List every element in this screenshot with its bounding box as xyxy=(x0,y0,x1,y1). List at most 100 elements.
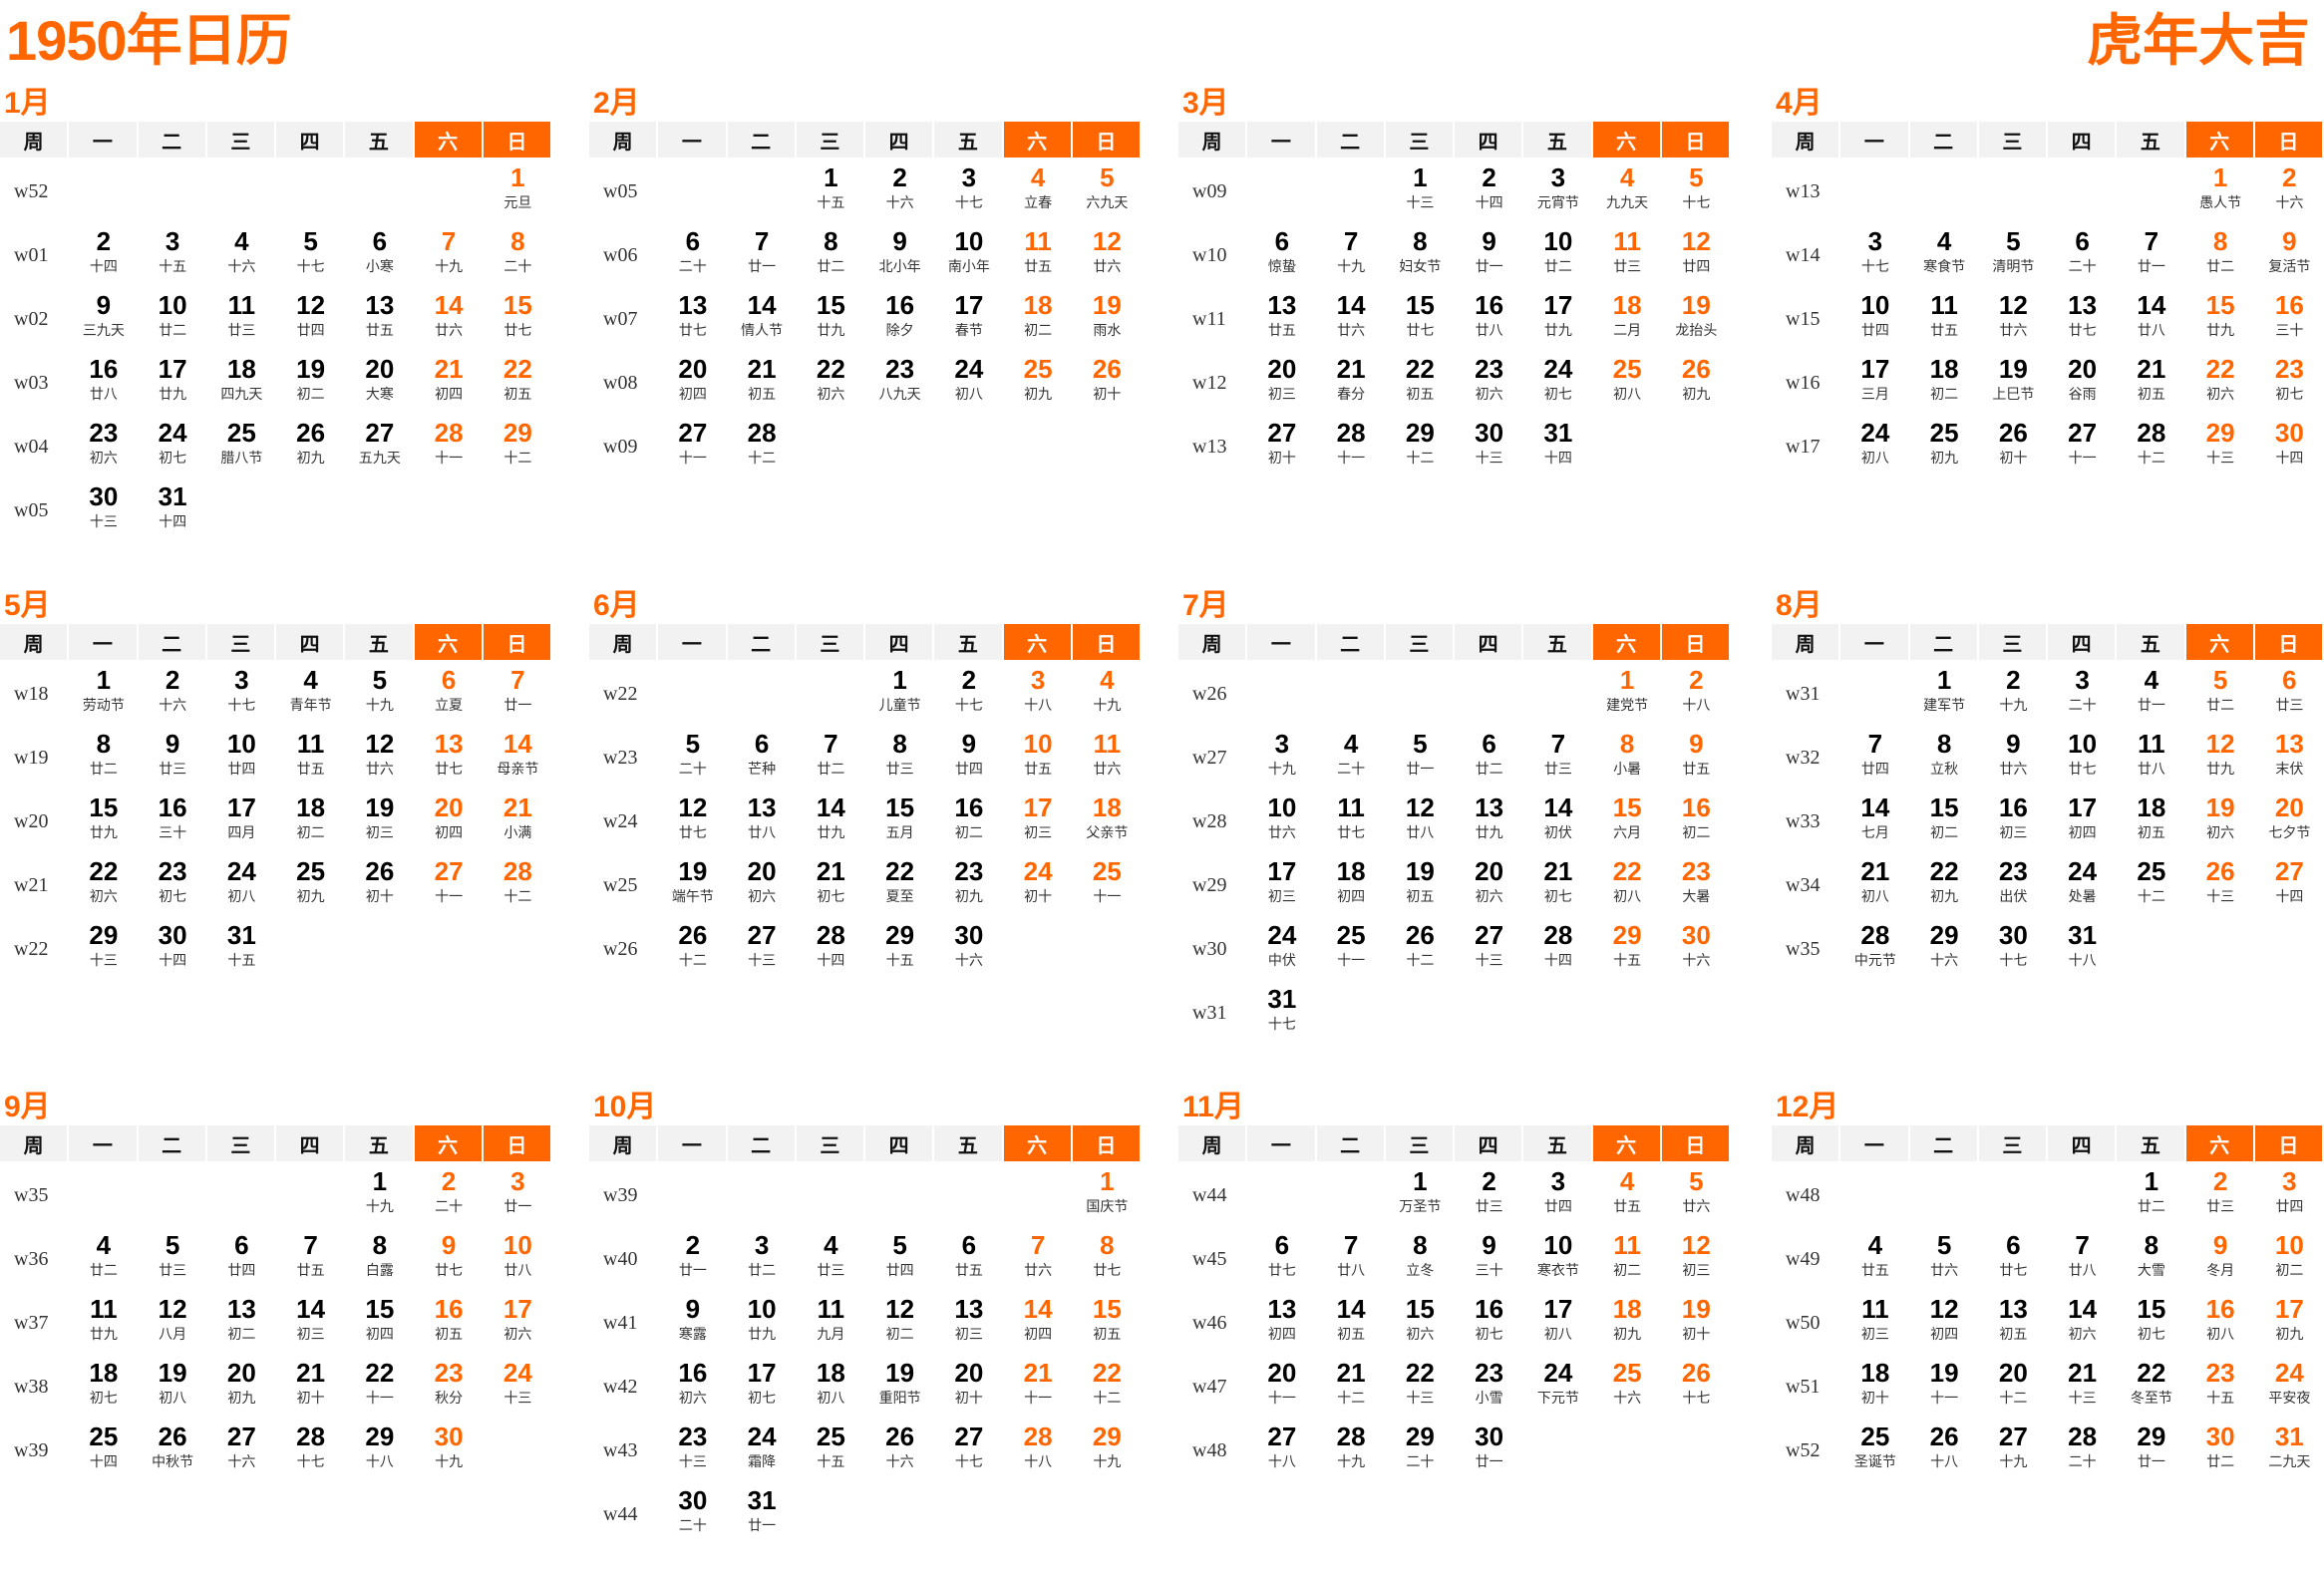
day-cell[interactable]: 25 圣诞节 xyxy=(1840,1419,1909,1482)
day-cell[interactable]: 12 廿四 xyxy=(1662,223,1731,287)
day-cell[interactable]: 29 廿一 xyxy=(2117,1419,2185,1482)
day-cell[interactable]: 31 十四 xyxy=(1523,415,1592,478)
day-cell[interactable]: 13 廿五 xyxy=(1247,287,1316,351)
day-cell[interactable]: 5 清明节 xyxy=(1979,223,2048,287)
day-cell[interactable]: 13 廿七 xyxy=(415,726,484,790)
day-cell[interactable]: 17 三月 xyxy=(1840,351,1909,415)
day-cell[interactable]: 6 廿二 xyxy=(1455,726,1523,790)
day-cell[interactable]: 3 廿四 xyxy=(2255,1163,2324,1227)
day-cell[interactable]: 2 十四 xyxy=(1455,159,1523,223)
day-cell[interactable]: 7 廿五 xyxy=(276,1227,345,1291)
day-cell[interactable]: 4 十六 xyxy=(207,223,276,287)
day-cell[interactable]: 13 廿七 xyxy=(658,287,727,351)
day-cell[interactable]: 9 三九天 xyxy=(69,287,138,351)
day-cell[interactable]: 4 廿三 xyxy=(797,1227,865,1291)
day-cell[interactable]: 27 十七 xyxy=(934,1419,1003,1482)
day-cell[interactable]: 28 十一 xyxy=(1317,415,1386,478)
day-cell[interactable]: 24 初七 xyxy=(139,415,207,478)
day-cell[interactable]: 4 廿二 xyxy=(69,1227,138,1291)
day-cell[interactable]: 22 十二 xyxy=(1073,1355,1142,1419)
day-cell[interactable]: 1 建党节 xyxy=(1593,662,1662,726)
day-cell[interactable]: 18 父亲节 xyxy=(1073,790,1142,853)
day-cell[interactable]: 8 立秋 xyxy=(1910,726,1979,790)
day-cell[interactable]: 8 妇女节 xyxy=(1386,223,1455,287)
day-cell[interactable]: 29 十五 xyxy=(865,917,934,981)
day-cell[interactable]: 24 处暑 xyxy=(2048,853,2117,917)
day-cell[interactable]: 4 廿五 xyxy=(1840,1227,1909,1291)
day-cell[interactable]: 7 廿八 xyxy=(2048,1227,2117,1291)
day-cell[interactable]: 26 十二 xyxy=(658,917,727,981)
day-cell[interactable]: 27 十三 xyxy=(728,917,797,981)
day-cell[interactable]: 11 廿六 xyxy=(1073,726,1142,790)
day-cell[interactable]: 17 初六 xyxy=(484,1291,552,1355)
day-cell[interactable]: 12 廿六 xyxy=(1979,287,2048,351)
day-cell[interactable]: 25 初九 xyxy=(1910,415,1979,478)
day-cell[interactable]: 22 十三 xyxy=(1386,1355,1455,1419)
day-cell[interactable]: 1 国庆节 xyxy=(1073,1163,1142,1227)
day-cell[interactable]: 23 秋分 xyxy=(415,1355,484,1419)
day-cell[interactable]: 22 初六 xyxy=(797,351,865,415)
day-cell[interactable]: 19 初十 xyxy=(1662,1291,1731,1355)
day-cell[interactable]: 2 十六 xyxy=(139,662,207,726)
day-cell[interactable]: 14 初六 xyxy=(2048,1291,2117,1355)
day-cell[interactable]: 22 十一 xyxy=(345,1355,414,1419)
day-cell[interactable]: 17 春节 xyxy=(934,287,1003,351)
day-cell[interactable]: 2 十九 xyxy=(1979,662,2048,726)
day-cell[interactable]: 24 初八 xyxy=(934,351,1003,415)
day-cell[interactable]: 14 廿六 xyxy=(1317,287,1386,351)
day-cell[interactable]: 28 十二 xyxy=(728,415,797,478)
day-cell[interactable]: 3 十五 xyxy=(139,223,207,287)
day-cell[interactable]: 30 廿二 xyxy=(2186,1419,2255,1482)
day-cell[interactable]: 8 小暑 xyxy=(1593,726,1662,790)
day-cell[interactable]: 29 十二 xyxy=(484,415,552,478)
day-cell[interactable]: 29 二十 xyxy=(1386,1419,1455,1482)
day-cell[interactable]: 7 廿二 xyxy=(797,726,865,790)
day-cell[interactable]: 25 初八 xyxy=(1593,351,1662,415)
day-cell[interactable]: 18 二月 xyxy=(1593,287,1662,351)
day-cell[interactable]: 2 十八 xyxy=(1662,662,1731,726)
day-cell[interactable]: 20 十一 xyxy=(1247,1355,1316,1419)
day-cell[interactable]: 17 初七 xyxy=(728,1355,797,1419)
day-cell[interactable]: 15 初五 xyxy=(1073,1291,1142,1355)
day-cell[interactable]: 8 立冬 xyxy=(1386,1227,1455,1291)
day-cell[interactable]: 23 小雪 xyxy=(1455,1355,1523,1419)
day-cell[interactable]: 6 二十 xyxy=(2048,223,2117,287)
day-cell[interactable]: 8 廿三 xyxy=(865,726,934,790)
day-cell[interactable]: 31 十四 xyxy=(139,478,207,542)
day-cell[interactable]: 5 廿六 xyxy=(1910,1227,1979,1291)
day-cell[interactable]: 1 儿童节 xyxy=(865,662,934,726)
day-cell[interactable]: 10 廿六 xyxy=(1247,790,1316,853)
day-cell[interactable]: 16 三十 xyxy=(2255,287,2324,351)
day-cell[interactable]: 12 廿七 xyxy=(658,790,727,853)
day-cell[interactable]: 9 复活节 xyxy=(2255,223,2324,287)
day-cell[interactable]: 29 十三 xyxy=(69,917,138,981)
day-cell[interactable]: 26 十七 xyxy=(1662,1355,1731,1419)
day-cell[interactable]: 28 十九 xyxy=(1317,1419,1386,1482)
day-cell[interactable]: 15 初四 xyxy=(345,1291,414,1355)
day-cell[interactable]: 28 十七 xyxy=(276,1419,345,1482)
day-cell[interactable]: 30 十六 xyxy=(934,917,1003,981)
day-cell[interactable]: 14 廿八 xyxy=(2117,287,2185,351)
day-cell[interactable]: 7 廿一 xyxy=(728,223,797,287)
day-cell[interactable]: 5 六九天 xyxy=(1073,159,1142,223)
day-cell[interactable]: 9 廿一 xyxy=(1455,223,1523,287)
day-cell[interactable]: 12 八月 xyxy=(139,1291,207,1355)
day-cell[interactable]: 11 九月 xyxy=(797,1291,865,1355)
day-cell[interactable]: 30 十四 xyxy=(2255,415,2324,478)
day-cell[interactable]: 13 廿五 xyxy=(345,287,414,351)
day-cell[interactable]: 24 平安夜 xyxy=(2255,1355,2324,1419)
day-cell[interactable]: 9 廿六 xyxy=(1979,726,2048,790)
day-cell[interactable]: 11 廿三 xyxy=(207,287,276,351)
day-cell[interactable]: 8 廿二 xyxy=(797,223,865,287)
day-cell[interactable]: 24 十三 xyxy=(484,1355,552,1419)
day-cell[interactable]: 10 廿五 xyxy=(1004,726,1073,790)
day-cell[interactable]: 18 初七 xyxy=(69,1355,138,1419)
day-cell[interactable]: 16 三十 xyxy=(139,790,207,853)
day-cell[interactable]: 26 十二 xyxy=(1386,917,1455,981)
day-cell[interactable]: 14 廿九 xyxy=(797,790,865,853)
day-cell[interactable]: 10 南小年 xyxy=(934,223,1003,287)
day-cell[interactable]: 27 初十 xyxy=(1247,415,1316,478)
day-cell[interactable]: 5 二十 xyxy=(658,726,727,790)
day-cell[interactable]: 3 十七 xyxy=(934,159,1003,223)
day-cell[interactable]: 11 廿五 xyxy=(276,726,345,790)
